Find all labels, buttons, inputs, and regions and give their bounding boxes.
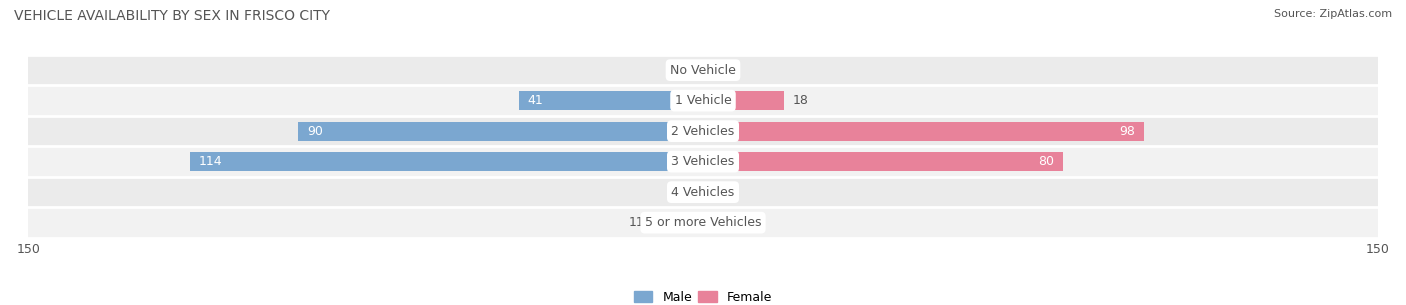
Text: 0: 0	[711, 64, 720, 77]
Bar	[703, 183, 721, 202]
Text: 41: 41	[527, 94, 543, 107]
Bar	[519, 91, 703, 110]
Text: 8: 8	[748, 216, 756, 229]
Text: 2 Vehicles: 2 Vehicles	[672, 125, 734, 138]
Bar	[703, 91, 785, 110]
Text: 114: 114	[200, 155, 222, 168]
Text: VEHICLE AVAILABILITY BY SEX IN FRISCO CITY: VEHICLE AVAILABILITY BY SEX IN FRISCO CI…	[14, 9, 330, 23]
Text: 4: 4	[668, 186, 676, 199]
Bar	[703, 152, 1063, 171]
Text: 11: 11	[628, 216, 644, 229]
Bar	[28, 146, 1378, 177]
Bar	[703, 213, 740, 232]
Text: 18: 18	[793, 94, 808, 107]
Text: 90: 90	[307, 125, 323, 138]
Bar	[190, 152, 703, 171]
Bar	[654, 213, 703, 232]
Text: 0: 0	[686, 64, 695, 77]
Legend: Male, Female: Male, Female	[628, 285, 778, 305]
Bar	[298, 122, 703, 141]
Text: 1 Vehicle: 1 Vehicle	[675, 94, 731, 107]
Text: 3 Vehicles: 3 Vehicles	[672, 155, 734, 168]
Bar	[703, 122, 1144, 141]
Bar	[28, 207, 1378, 238]
Bar	[28, 177, 1378, 207]
Text: Source: ZipAtlas.com: Source: ZipAtlas.com	[1274, 9, 1392, 19]
Text: 4 Vehicles: 4 Vehicles	[672, 186, 734, 199]
Bar	[28, 85, 1378, 116]
Text: 80: 80	[1038, 155, 1054, 168]
Text: 5 or more Vehicles: 5 or more Vehicles	[645, 216, 761, 229]
Bar	[28, 55, 1378, 85]
Text: 4: 4	[730, 186, 738, 199]
Bar	[685, 183, 703, 202]
Bar	[28, 116, 1378, 146]
Text: No Vehicle: No Vehicle	[671, 64, 735, 77]
Text: 98: 98	[1119, 125, 1135, 138]
